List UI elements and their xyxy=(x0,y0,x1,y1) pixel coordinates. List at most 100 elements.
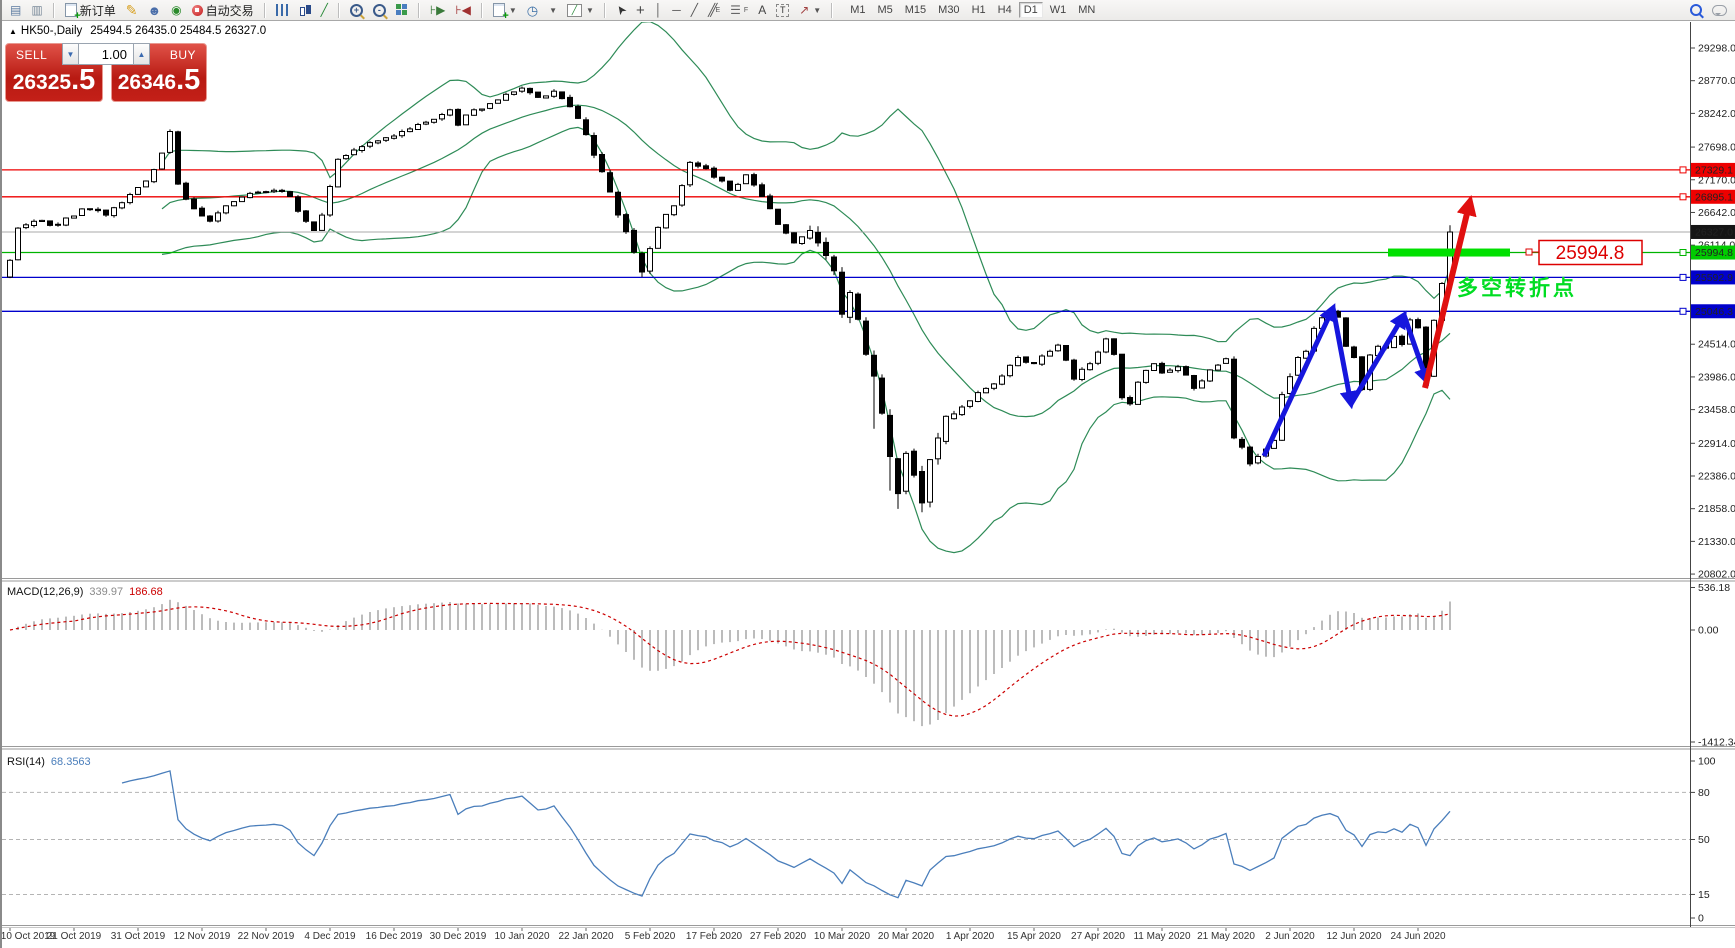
signals-button[interactable]: ◉ xyxy=(167,0,185,20)
candles-layer xyxy=(7,86,1453,513)
new-order-button[interactable]: 新订单 xyxy=(61,0,120,22)
hline-handle[interactable] xyxy=(1679,273,1687,281)
timeframe-button-M30[interactable]: M30 xyxy=(938,4,960,16)
support-band-object[interactable] xyxy=(1388,248,1510,257)
callout-anchor-handle[interactable] xyxy=(1525,248,1533,256)
volume-increase-button[interactable]: ▲ xyxy=(133,43,150,65)
new-chart-button[interactable]: ▼ xyxy=(489,0,521,22)
text-tool-button[interactable]: A xyxy=(754,0,770,20)
svg-text:26895.1: 26895.1 xyxy=(1695,191,1733,203)
timeframe-button-H1[interactable]: H1 xyxy=(971,4,986,16)
auto-scroll-button[interactable]: ⊦▶ xyxy=(426,0,449,20)
zoom-out-button[interactable]: - xyxy=(369,0,390,20)
price-box-26327 xyxy=(1691,224,1735,239)
price-box-27329.1 xyxy=(1691,162,1735,177)
text-label-icon: T xyxy=(776,3,790,17)
hline-handle[interactable] xyxy=(1679,193,1687,201)
chart-shift-button[interactable]: ⊦◀ xyxy=(451,0,474,20)
price-callout-box[interactable] xyxy=(1538,239,1643,266)
price-axis: 29298.0 28770.0 28242.0 27698.0 27170.0 26642… xyxy=(1690,43,1735,925)
toolbar-separator xyxy=(831,2,834,18)
rsi-tick-label: 15 xyxy=(1698,889,1710,901)
zigzag-arrow-segment[interactable] xyxy=(1348,310,1407,406)
vertical-line-tool-button[interactable]: │ xyxy=(651,0,667,20)
line-chart-mode-button[interactable]: ╱ xyxy=(317,0,332,20)
buy-button[interactable]: BUY 26346.5 xyxy=(111,43,207,102)
zigzag-arrow-segment[interactable] xyxy=(1330,307,1358,410)
volume-decrease-button[interactable]: ▼ xyxy=(62,43,79,65)
rsi-tick-label: 0 xyxy=(1698,913,1704,925)
timeframe-button-M1[interactable]: M1 xyxy=(850,4,866,16)
band-layer xyxy=(1388,248,1510,257)
timeframe-button-D1[interactable]: D1 xyxy=(1018,2,1043,18)
arrows-tool-button[interactable]: ↗ ▼ xyxy=(795,0,825,20)
timeframe-button-W1[interactable]: W1 xyxy=(1049,4,1067,16)
indicators-button[interactable]: ╱ ▼ xyxy=(563,0,598,20)
zoom-in-button[interactable]: + xyxy=(346,0,367,20)
zigzag-arrow-segment[interactable] xyxy=(1261,303,1336,458)
zigzag-arrow-segment[interactable] xyxy=(1401,314,1432,387)
toolbar-separator xyxy=(52,2,55,18)
new-chart-icon xyxy=(492,3,509,22)
annotation-layer: 25994.8 多空转折点 xyxy=(1457,239,1643,300)
chart-title: ▲ HK50-,Daily 25494.5 26435.0 25484.5 2632… xyxy=(9,25,266,37)
volume-input[interactable] xyxy=(79,43,133,65)
date-tick-label: 4 Dec 2019 xyxy=(304,931,356,942)
svg-text:27329.1: 27329.1 xyxy=(1695,164,1733,176)
projection-arrow[interactable] xyxy=(1422,195,1477,389)
date-tick-label: 12 Nov 2019 xyxy=(174,931,231,942)
date-tick-label: 20 Mar 2020 xyxy=(878,931,935,942)
date-tick-label: 21 May 2020 xyxy=(1197,931,1255,942)
dropdown-caret-icon: ▼ xyxy=(586,5,594,15)
line-chart-icon: ╱ xyxy=(320,3,328,17)
market-watch-button[interactable]: ▤ xyxy=(6,0,25,20)
period-clock-button[interactable]: ◷ xyxy=(523,0,542,20)
date-tick-label: 22 Nov 2019 xyxy=(238,931,295,942)
rsi-tick-label: 100 xyxy=(1698,756,1716,768)
one-click-trading-panel: SELL 26325.5 BUY 26346.5 ▼ ▲ xyxy=(5,43,207,102)
macd-tick-label: 0.00 xyxy=(1698,625,1719,637)
price-tick-label: 27170.0 xyxy=(1698,174,1735,186)
timeframe-button-MN[interactable]: MN xyxy=(1078,4,1096,16)
candle-chart-mode-button[interactable] xyxy=(294,0,315,20)
fibonacci-icon: ☰ xyxy=(730,3,741,17)
pivot-annotation-text[interactable]: 多空转折点 xyxy=(1457,276,1577,300)
fibonacci-tool-button[interactable]: ☰ F xyxy=(730,3,749,17)
chart-preview-icon: ▥ xyxy=(31,3,43,17)
horizontal-line-tool-button[interactable]: ─ xyxy=(668,0,685,20)
tile-windows-button[interactable] xyxy=(392,0,412,20)
trendline-tool-button[interactable]: ╱ xyxy=(687,0,702,20)
price-tick-label: 28242.0 xyxy=(1698,108,1735,120)
date-tick-label: 5 Feb 2020 xyxy=(625,931,676,942)
date-tick-label: 17 Feb 2020 xyxy=(686,931,743,942)
bar-chart-mode-button[interactable] xyxy=(272,0,292,20)
auto-trading-button[interactable]: 自动交易 xyxy=(188,0,258,20)
timeframe-button-H4[interactable]: H4 xyxy=(997,4,1012,16)
templates-button[interactable]: ▼ xyxy=(544,0,561,20)
macd-signal-line xyxy=(9,602,1451,717)
date-tick-label: 10 Oct 2019 xyxy=(2,931,56,942)
navigator-button[interactable]: ▥ xyxy=(27,0,46,20)
timeframe-button-M5[interactable]: M5 xyxy=(877,4,893,16)
profile-button[interactable]: ☻ xyxy=(143,0,165,20)
timeframe-button-M15[interactable]: M15 xyxy=(904,4,927,16)
search-button[interactable] xyxy=(1686,0,1706,20)
text-icon: A xyxy=(758,3,767,17)
date-tick-label: 21 Oct 2019 xyxy=(47,931,102,942)
hline-handle[interactable] xyxy=(1679,166,1687,174)
chat-button[interactable] xyxy=(1708,0,1731,20)
hline-handle[interactable] xyxy=(1679,307,1687,315)
rsi-layer xyxy=(2,770,1690,899)
crosshair-tool-button[interactable]: + xyxy=(632,0,649,20)
clock-icon: ◷ xyxy=(526,2,539,18)
indicator-window-icon: ╱ xyxy=(567,3,583,17)
arrow-layer xyxy=(1422,195,1477,389)
macd-layer xyxy=(9,599,1451,727)
price-tick-label: 20802.0 xyxy=(1698,569,1735,581)
label-tool-button[interactable]: T xyxy=(772,0,793,20)
styler-button[interactable]: ✎ xyxy=(122,0,142,20)
crayon-icon: ✎ xyxy=(125,2,138,18)
channel-tool-button[interactable]: ╱╱ E xyxy=(708,3,721,17)
hline-handle[interactable] xyxy=(1679,249,1687,256)
